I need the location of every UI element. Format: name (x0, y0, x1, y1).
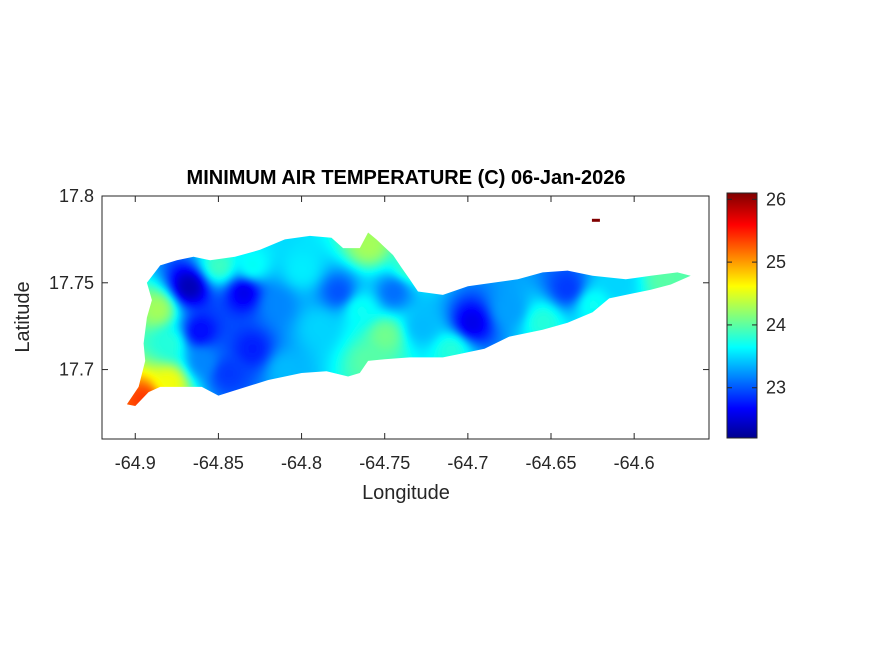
x-tick-label: -64.65 (525, 453, 576, 473)
colorbar-tick-label: 23 (766, 378, 786, 398)
x-tick-label: -64.6 (614, 453, 655, 473)
y-axis-ticks: 17.7 17.75 17.8 (49, 186, 709, 380)
y-tick-label: 17.75 (49, 273, 94, 293)
x-tick-label: -64.7 (447, 453, 488, 473)
y-axis-label: Latitude (12, 281, 34, 352)
x-axis-ticks: -64.9 -64.85 -64.8 -64.75 -64.7 -64.65 -64.6 (115, 196, 655, 473)
temperature-patch-north (591, 218, 600, 222)
x-tick-label: -64.85 (193, 453, 244, 473)
x-tick-label: -64.9 (115, 453, 156, 473)
colorbar (727, 193, 757, 438)
x-axis-label: Longitude (362, 482, 450, 504)
x-tick-label: -64.75 (359, 453, 410, 473)
colorbar-tick-label: 26 (766, 189, 786, 209)
axes-box (101, 195, 710, 440)
y-tick-label: 17.7 (59, 360, 94, 380)
y-tick-label: 17.8 (59, 186, 94, 206)
colorbar-ticks: 23 24 25 26 (727, 189, 786, 398)
colorbar-tick-label: 24 (766, 315, 786, 335)
colorbar-tick-label: 25 (766, 252, 786, 272)
x-tick-label: -64.8 (281, 453, 322, 473)
chart-title: MINIMUM AIR TEMPERATURE (C) 06-Jan-2026 (187, 167, 626, 189)
colorbar-frame (726, 192, 758, 439)
